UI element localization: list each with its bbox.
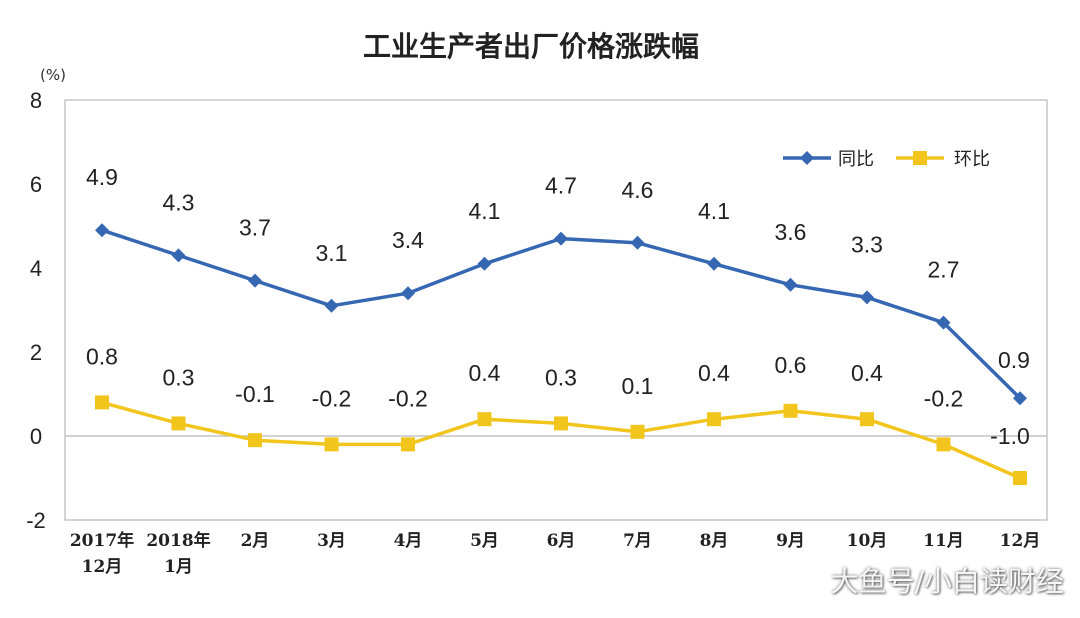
data-point xyxy=(401,286,415,301)
data-point xyxy=(477,412,492,427)
data-label: 4.6 xyxy=(622,177,654,203)
data-label: 3.7 xyxy=(239,215,271,241)
data-label: 2.7 xyxy=(928,257,960,283)
data-point xyxy=(554,231,568,246)
data-label: 3.3 xyxy=(851,231,883,257)
legend-marker xyxy=(913,151,927,165)
data-label: 4.9 xyxy=(86,164,118,190)
data-label: -1.0 xyxy=(990,423,1030,449)
data-point xyxy=(248,273,262,288)
x-tick-label: 12月 xyxy=(1000,531,1041,551)
legend-label: 同比 xyxy=(838,149,874,170)
data-label: 4.1 xyxy=(469,198,501,224)
y-unit-label: (%) xyxy=(40,66,66,84)
x-tick-label: 1月 xyxy=(164,557,193,577)
data-label: 0.3 xyxy=(545,364,577,390)
data-label: -0.2 xyxy=(312,385,352,411)
data-point xyxy=(477,256,492,271)
data-point xyxy=(1013,391,1027,406)
data-label: 4.3 xyxy=(163,189,195,215)
data-point xyxy=(630,235,645,250)
x-tick-label: 3月 xyxy=(317,531,346,551)
data-label: 0.4 xyxy=(851,360,883,386)
data-point xyxy=(707,412,721,427)
plot-area: -2 0 2 4 6 8 2017年 12月 2018年 1月 2月 3月 4月 5月 6月 7月 8月 9月 10… xyxy=(26,88,1048,577)
data-label: 0.8 xyxy=(86,343,118,369)
data-point xyxy=(171,416,186,431)
x-tick-label: 10月 xyxy=(847,531,888,551)
x-tick-label: 2018年 xyxy=(146,530,210,551)
y-tick-label: 0 xyxy=(30,424,42,449)
data-label: 3.4 xyxy=(392,227,424,253)
data-point xyxy=(401,437,415,452)
chart-title: 工业生产者出厂价格涨跌幅 xyxy=(363,30,699,63)
x-tick-label: 12月 xyxy=(82,557,123,577)
data-point xyxy=(860,290,874,305)
data-point xyxy=(324,298,339,313)
y-tick-label: 8 xyxy=(30,88,42,113)
data-label: -0.2 xyxy=(388,385,428,411)
x-tick-label: 7月 xyxy=(623,531,652,551)
data-point xyxy=(324,437,339,452)
data-label: 3.1 xyxy=(316,240,348,266)
data-point xyxy=(630,424,645,439)
data-label: 4.7 xyxy=(545,173,577,199)
data-point xyxy=(95,223,109,238)
data-point xyxy=(95,395,109,410)
legend-marker xyxy=(800,151,814,165)
y-tick-label: 6 xyxy=(30,172,42,197)
y-tick-label: 4 xyxy=(30,256,42,281)
data-point xyxy=(248,433,262,448)
x-tick-label: 2017年 xyxy=(70,530,134,551)
y-tick-label: -2 xyxy=(26,508,46,533)
x-tick-label: 6月 xyxy=(547,531,576,551)
legend-label: 环比 xyxy=(954,149,990,170)
x-tick-label: 9月 xyxy=(776,531,805,551)
x-tick-label: 2月 xyxy=(241,531,270,551)
data-label: 0.1 xyxy=(622,373,654,399)
data-label: -0.1 xyxy=(235,381,275,407)
data-label: 4.1 xyxy=(698,198,730,224)
data-point xyxy=(783,403,798,418)
data-point xyxy=(936,315,951,330)
plot-frame xyxy=(64,99,1048,521)
data-label: 0.4 xyxy=(698,360,730,386)
data-point xyxy=(936,437,951,452)
series-line-1 xyxy=(101,400,1021,480)
data-point xyxy=(860,412,874,427)
data-point xyxy=(1013,471,1027,485)
data-point xyxy=(707,256,721,271)
data-point xyxy=(554,416,568,431)
data-label: 0.3 xyxy=(163,364,195,390)
data-point xyxy=(783,277,798,292)
y-tick-label: 2 xyxy=(30,340,42,365)
data-label: -0.2 xyxy=(924,385,964,411)
x-tick-label: 11月 xyxy=(923,531,964,551)
x-tick-label: 4月 xyxy=(394,531,423,551)
watermark: 大鱼号/小白读财经 xyxy=(830,565,1064,598)
data-label: 0.6 xyxy=(775,352,807,378)
data-label: 0.4 xyxy=(469,360,501,386)
x-tick-label: 5月 xyxy=(470,531,499,551)
x-tick-label: 8月 xyxy=(700,531,729,551)
data-label: 3.6 xyxy=(775,219,807,245)
data-label: 0.9 xyxy=(998,347,1030,373)
data-point xyxy=(171,248,186,263)
